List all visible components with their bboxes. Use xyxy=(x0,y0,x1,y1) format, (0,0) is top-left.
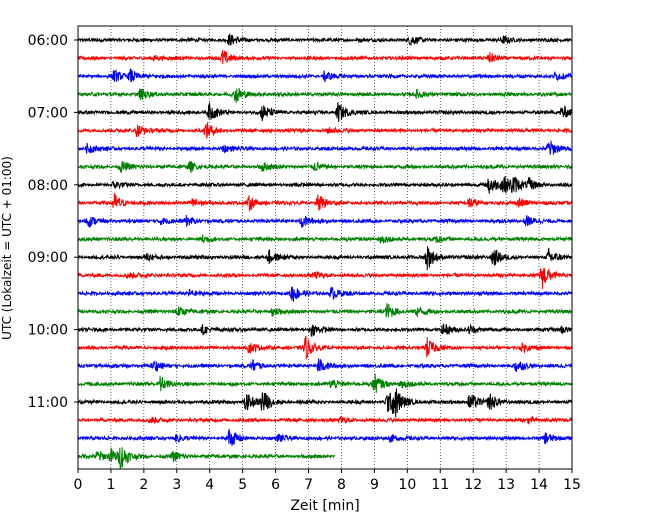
x-tick-label: 4 xyxy=(205,477,214,493)
trace-row-10 xyxy=(77,214,573,228)
trace-row-9 xyxy=(77,193,573,212)
y-tick-label: 08:00 xyxy=(28,178,68,194)
trace-row-8 xyxy=(77,175,573,194)
x-tick-label: 14 xyxy=(530,477,548,493)
trace-row-23 xyxy=(77,447,336,470)
seismogram-traces xyxy=(77,33,573,470)
x-axis-ticks: 0 1 2 3 4 5 6 7 8 9 10 11 12 13 14 15 xyxy=(74,469,581,493)
trace-row-2 xyxy=(77,68,573,83)
trace-row-15 xyxy=(77,303,573,318)
trace-row-11 xyxy=(77,234,573,245)
trace-row-5 xyxy=(77,121,573,139)
x-tick-label: 15 xyxy=(563,477,581,493)
y-axis-ticks: 06:00 07:00 08:00 09:00 10:00 11:00 xyxy=(28,33,78,411)
y-axis-label: UTC (Lokalzeit = UTC + 01:00) xyxy=(0,156,14,340)
trace-row-14 xyxy=(77,286,573,302)
x-tick-label: 5 xyxy=(238,477,247,493)
x-tick-label: 2 xyxy=(139,477,148,493)
plot-frame xyxy=(77,25,573,470)
trace-row-18 xyxy=(77,358,573,373)
x-tick-label: 11 xyxy=(431,477,449,493)
y-tick-label: 09:00 xyxy=(28,250,68,266)
trace-row-21 xyxy=(77,415,573,425)
trace-row-22 xyxy=(77,428,573,446)
trace-row-6 xyxy=(77,140,573,155)
x-tick-label: 7 xyxy=(304,477,313,493)
vertical-grid xyxy=(110,26,540,469)
trace-row-0 xyxy=(77,33,573,47)
x-tick-label: 1 xyxy=(106,477,115,493)
trace-row-1 xyxy=(77,50,573,65)
trace-row-20 xyxy=(77,388,573,418)
trace-row-7 xyxy=(77,160,573,174)
x-axis-label: Zeit [min] xyxy=(290,498,359,514)
x-tick-label: 8 xyxy=(337,477,346,493)
y-tick-label: 07:00 xyxy=(28,105,68,121)
trace-row-13 xyxy=(77,267,573,290)
x-tick-label: 12 xyxy=(464,477,482,493)
trace-row-16 xyxy=(77,323,573,338)
x-tick-label: 3 xyxy=(172,477,181,493)
y-tick-label: 06:00 xyxy=(28,33,68,49)
trace-row-17 xyxy=(77,335,573,360)
y-tick-label: 11:00 xyxy=(28,395,68,411)
x-tick-label: 13 xyxy=(497,477,515,493)
trace-row-3 xyxy=(77,88,573,103)
x-tick-label: 10 xyxy=(398,477,416,493)
trace-row-19 xyxy=(77,373,573,393)
x-tick-label: 9 xyxy=(370,477,379,493)
trace-row-4 xyxy=(77,102,573,123)
y-tick-label: 10:00 xyxy=(28,323,68,339)
trace-row-12 xyxy=(77,246,573,271)
x-tick-label: 6 xyxy=(271,477,280,493)
x-tick-label: 0 xyxy=(74,477,83,493)
